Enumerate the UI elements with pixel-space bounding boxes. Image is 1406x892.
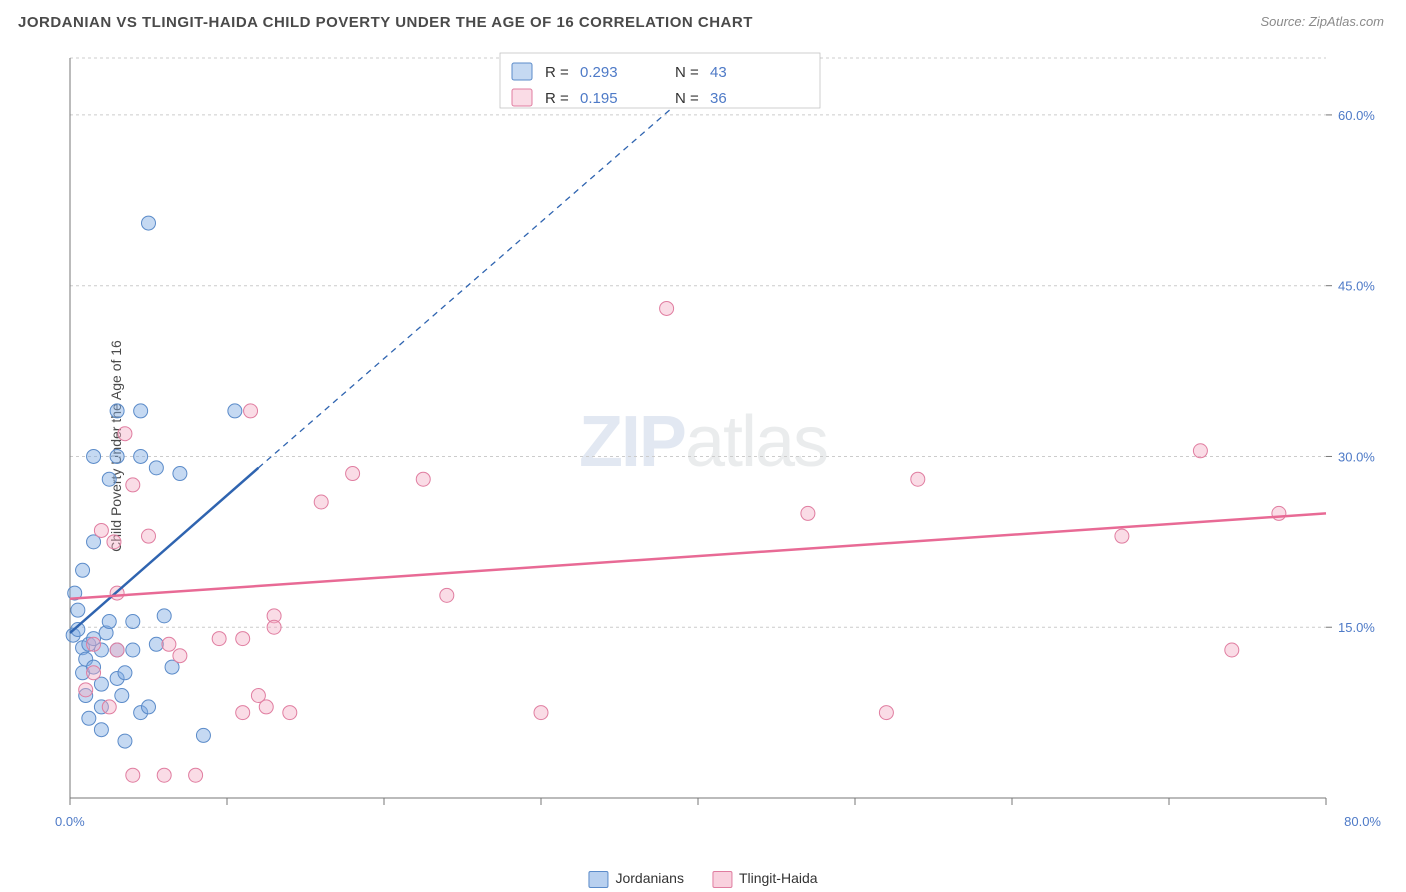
data-point: [107, 535, 121, 549]
legend-r-label: R =: [545, 90, 569, 107]
data-point: [911, 472, 925, 486]
chart-title: JORDANIAN VS TLINGIT-HAIDA CHILD POVERTY…: [18, 14, 753, 31]
data-point: [1225, 643, 1239, 657]
data-point: [94, 523, 108, 537]
data-point: [71, 603, 85, 617]
source-attribution: Source: ZipAtlas.com: [1260, 14, 1384, 29]
legend-item: Jordanians: [588, 870, 684, 888]
legend-r-value: 0.195: [580, 90, 618, 107]
legend-swatch: [588, 871, 608, 888]
data-point: [212, 632, 226, 646]
x-tick-label: 0.0%: [55, 814, 85, 829]
data-point: [115, 689, 129, 703]
y-tick-label: 30.0%: [1338, 449, 1375, 464]
y-tick-label: 15.0%: [1338, 620, 1375, 635]
data-point: [1193, 444, 1207, 458]
data-point: [416, 472, 430, 486]
data-point: [118, 734, 132, 748]
data-point: [1272, 506, 1286, 520]
data-point: [126, 643, 140, 657]
legend-swatch: [512, 63, 532, 80]
data-point: [102, 472, 116, 486]
data-point: [126, 615, 140, 629]
legend-swatch: [712, 871, 732, 888]
data-point: [126, 478, 140, 492]
data-point: [259, 700, 273, 714]
data-point: [87, 449, 101, 463]
data-point: [244, 404, 258, 418]
data-point: [196, 728, 210, 742]
data-point: [110, 449, 124, 463]
data-point: [660, 301, 674, 315]
legend-swatch: [512, 89, 532, 106]
data-point: [173, 649, 187, 663]
data-point: [283, 706, 297, 720]
legend-n-value: 43: [710, 64, 727, 81]
data-point: [149, 461, 163, 475]
data-point: [142, 529, 156, 543]
scatter-plot: 0.0% 80.0% 15.0% 30.0% 45.0% 60.0% R = 0.293 N =…: [50, 48, 1386, 838]
x-tick-label: 80.0%: [1344, 814, 1381, 829]
data-point: [801, 506, 815, 520]
data-point: [142, 700, 156, 714]
data-point: [87, 666, 101, 680]
data-point: [173, 467, 187, 481]
data-point: [162, 637, 176, 651]
data-point: [134, 404, 148, 418]
data-point: [314, 495, 328, 509]
trend-line: [70, 468, 258, 633]
data-point: [134, 449, 148, 463]
legend-n-label: N =: [675, 90, 699, 107]
legend-label: Jordanians: [615, 870, 684, 886]
data-point: [102, 615, 116, 629]
data-point: [110, 643, 124, 657]
data-point: [157, 609, 171, 623]
legend-item: Tlingit-Haida: [712, 870, 818, 888]
legend-label: Tlingit-Haida: [739, 870, 818, 886]
data-point: [82, 711, 96, 725]
bottom-legend: Jordanians Tlingit-Haida: [588, 870, 817, 888]
data-point: [102, 700, 116, 714]
data-point: [534, 706, 548, 720]
data-point: [118, 427, 132, 441]
data-point: [76, 563, 90, 577]
data-point: [228, 404, 242, 418]
legend-r-value: 0.293: [580, 64, 618, 81]
y-tick-label: 45.0%: [1338, 279, 1375, 294]
data-point: [149, 637, 163, 651]
y-tick-label: 60.0%: [1338, 108, 1375, 123]
data-point: [126, 768, 140, 782]
data-point: [440, 588, 454, 602]
trend-extrapolation: [258, 58, 729, 468]
data-point: [879, 706, 893, 720]
data-point: [236, 632, 250, 646]
legend-n-value: 36: [710, 90, 727, 107]
trend-line: [70, 513, 1326, 598]
data-point: [189, 768, 203, 782]
data-point: [1115, 529, 1129, 543]
data-point: [267, 620, 281, 634]
data-point: [346, 467, 360, 481]
data-point: [118, 666, 132, 680]
legend-r-label: R =: [545, 64, 569, 81]
data-point: [236, 706, 250, 720]
data-point: [110, 404, 124, 418]
data-point: [87, 637, 101, 651]
data-point: [157, 768, 171, 782]
legend-n-label: N =: [675, 64, 699, 81]
data-point: [94, 723, 108, 737]
data-point: [142, 216, 156, 230]
data-point: [79, 683, 93, 697]
